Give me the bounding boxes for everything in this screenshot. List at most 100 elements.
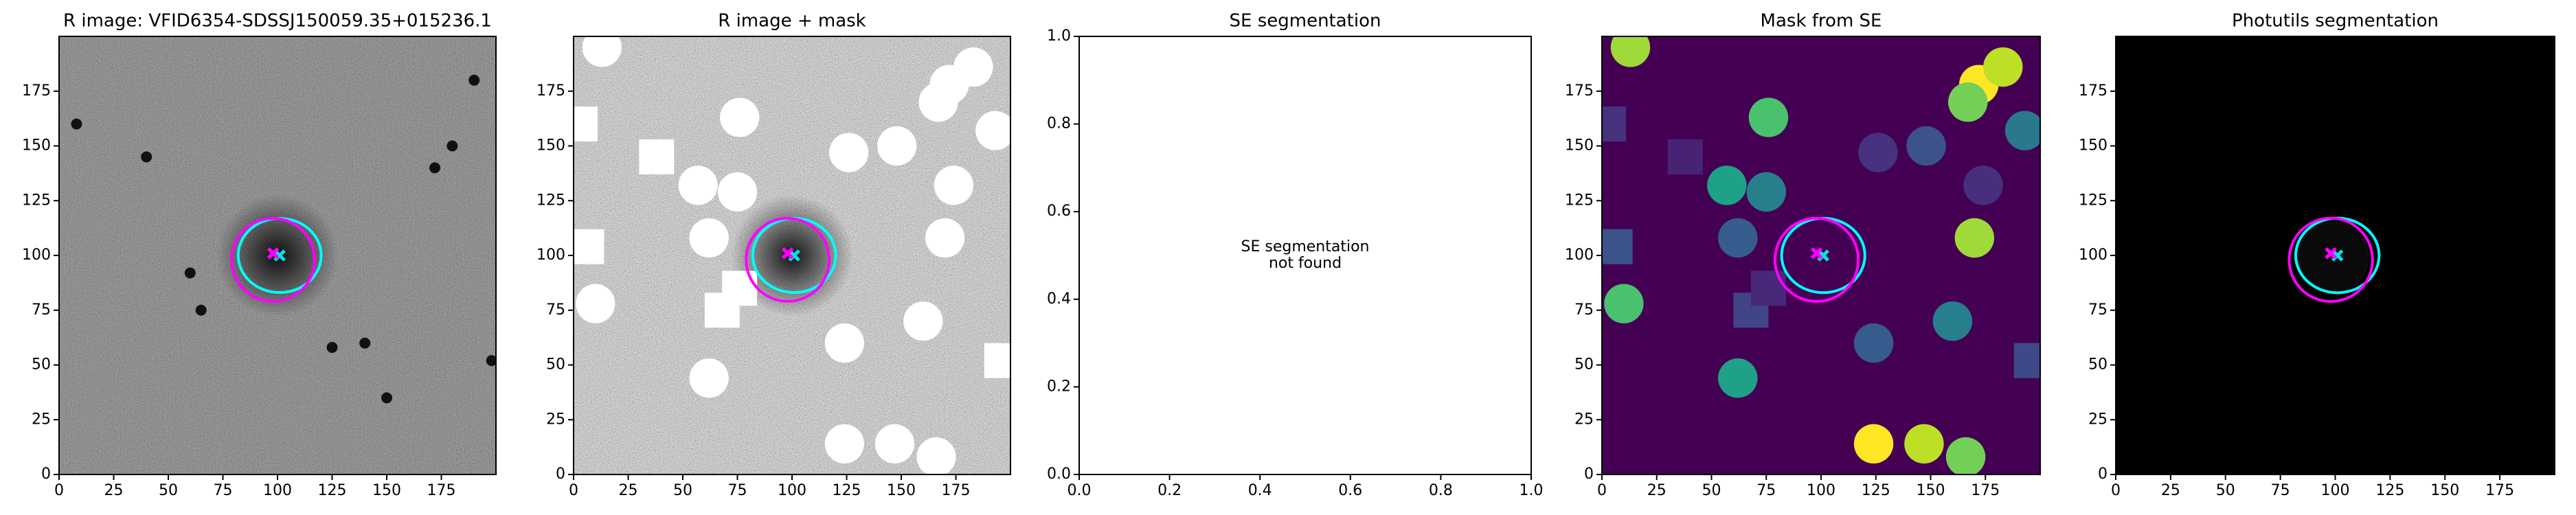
y-tick-label: 25 <box>1574 411 1594 428</box>
y-tick-label: 175 <box>22 82 51 100</box>
mask-circle <box>1718 358 1758 398</box>
mask-square <box>1602 106 1627 142</box>
mask-circle <box>824 424 864 464</box>
y-tick-label: 150 <box>2079 137 2108 154</box>
x-tick-label: 0.2 <box>1157 482 1182 499</box>
x-tick-label: 75 <box>728 482 747 499</box>
x-tick-label: 75 <box>214 482 233 499</box>
magenta-ellipse <box>1774 216 1860 303</box>
mask-circle <box>918 82 958 122</box>
x-tick-label: 50 <box>159 482 178 499</box>
mask-circle <box>1906 126 1946 166</box>
magenta-ellipse <box>2287 216 2374 304</box>
panel: R image + mask 0 25 50 75 100 125 150 175 0 25 50 75… <box>536 11 1011 499</box>
y-tick-label: 125 <box>536 192 565 209</box>
image-area <box>574 36 1010 474</box>
y-tick-label: 100 <box>1565 247 1594 264</box>
y-tick-label: 150 <box>22 137 51 154</box>
mask-circle <box>1932 301 1973 341</box>
y-tick-label: 175 <box>2079 82 2108 100</box>
mask-circle <box>1853 424 1894 464</box>
y-tick-label: 0 <box>556 466 565 483</box>
mask-circle <box>1604 284 1644 323</box>
y-tick-label: 0 <box>1584 466 1594 483</box>
x-tick-label: 50 <box>2216 482 2235 499</box>
mask-circle <box>1948 82 1988 122</box>
star <box>184 267 196 279</box>
x-tick-label: 25 <box>2161 482 2180 499</box>
mask-circle <box>689 218 729 258</box>
star <box>447 140 458 152</box>
x-tick-label: 100 <box>263 482 292 499</box>
center-marker <box>1810 247 1823 260</box>
y-tick-label: 25 <box>546 411 565 428</box>
panel: Mask from SE 0 25 50 75 100 125 150 175 0 25 50 75 10… <box>1565 11 2041 499</box>
y-tick-label: 0.4 <box>1047 290 1071 308</box>
y-tick-label: 50 <box>546 356 565 374</box>
x-tick-label: 75 <box>1756 482 1776 499</box>
y-tick-label: 50 <box>2088 356 2108 374</box>
star <box>195 304 207 316</box>
mask-square <box>574 106 598 142</box>
annotation: SE segmentation <box>1241 238 1370 255</box>
y-tick-label: 25 <box>32 411 51 428</box>
mask-square <box>1667 139 1703 174</box>
mask-square <box>2013 343 2040 378</box>
y-tick-label: 75 <box>546 301 565 319</box>
mask-circle <box>1746 172 1786 212</box>
image-area <box>1602 36 2040 474</box>
star <box>381 392 392 404</box>
mask-square <box>574 229 605 264</box>
mask-square <box>722 271 758 306</box>
mask-circle <box>1858 133 1898 172</box>
y-tick-label: 0 <box>2098 466 2108 483</box>
panel-title: SE segmentation <box>1230 11 1381 32</box>
star <box>468 74 480 86</box>
y-tick-label: 0.8 <box>1047 115 1071 133</box>
panel: R image: VFID6354-SDSSJ150059.35+015236.… <box>22 11 497 499</box>
y-tick-label: 0 <box>41 466 51 483</box>
x-tick-label: 175 <box>427 482 456 499</box>
mask-square <box>1750 271 1786 306</box>
x-tick-label: 50 <box>673 482 692 499</box>
x-tick-label: 0.0 <box>1067 482 1092 499</box>
x-tick-label: 0 <box>2111 482 2121 499</box>
mask-circle <box>903 301 943 341</box>
mask-circle <box>582 36 622 67</box>
star <box>141 151 152 163</box>
star <box>71 118 82 130</box>
image-area <box>2116 36 2555 474</box>
mask-circle <box>925 218 965 258</box>
magenta-ellipse <box>745 216 831 303</box>
mask-circle <box>678 165 718 205</box>
y-tick-label: 1.0 <box>1047 27 1071 45</box>
mask-circle <box>975 111 1010 150</box>
mask-square <box>984 343 1010 378</box>
x-tick-label: 100 <box>778 482 806 499</box>
x-tick-label: 25 <box>619 482 638 499</box>
mask-circle <box>953 47 993 87</box>
mask-circle <box>934 165 973 205</box>
center-marker <box>267 247 280 260</box>
y-tick-label: 100 <box>2079 247 2108 264</box>
x-tick-label: 25 <box>1647 482 1667 499</box>
x-tick-label: 0 <box>54 482 64 499</box>
mask-circle <box>1904 424 1944 464</box>
star <box>326 341 338 353</box>
y-tick-label: 100 <box>536 247 565 264</box>
mask-circle <box>1945 437 1986 474</box>
x-tick-label: 0.4 <box>1248 482 1272 499</box>
y-tick-label: 75 <box>32 301 51 319</box>
mask-circle <box>720 98 760 137</box>
star <box>429 162 440 174</box>
y-tick-label: 50 <box>1574 356 1594 374</box>
mask-circle <box>2004 111 2040 150</box>
panel-title: Mask from SE <box>1761 11 1882 32</box>
axes-frame <box>1078 36 1532 475</box>
mask-circle <box>1963 165 2003 205</box>
plot-background <box>1079 36 1531 474</box>
center-marker <box>2325 247 2337 260</box>
x-tick-label: 100 <box>2321 482 2350 499</box>
